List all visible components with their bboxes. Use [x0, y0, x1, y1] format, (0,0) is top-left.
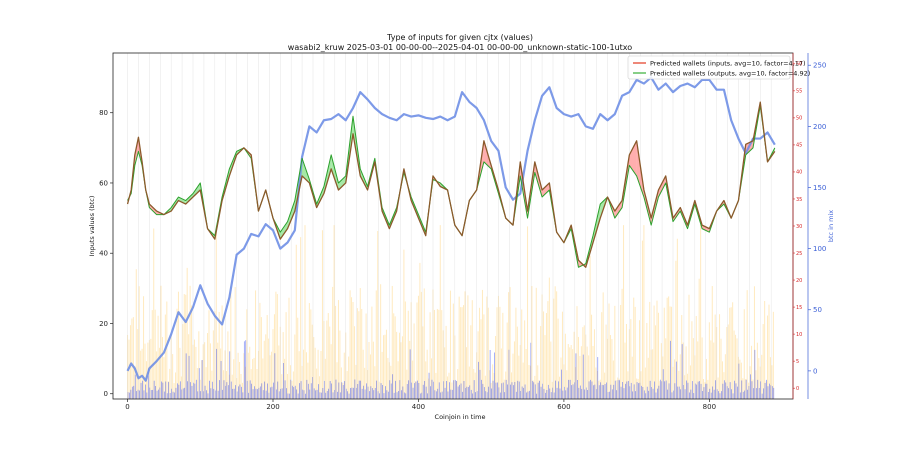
- legend-label-outputs: Predicted wallets (outputs, avg=10, fact…: [650, 70, 810, 78]
- x-tick-label: 0: [125, 403, 129, 411]
- inputs-excess-fill: [614, 200, 623, 219]
- inputs-excess-fill: [658, 175, 666, 198]
- y2-axis-label: btc in mix: [827, 210, 835, 242]
- inputs-excess-fill: [702, 225, 710, 233]
- y-axis-ticks: 0 20 40 60 80: [99, 109, 113, 398]
- y-tick-label: 20: [99, 320, 108, 328]
- inputs-line: [126, 101, 776, 268]
- y-tick-label: 60: [99, 179, 108, 187]
- red-tick-label: 30: [796, 224, 802, 230]
- x-axis-ticks: 0 200 400 600 800: [125, 399, 716, 411]
- chart-title: Type of inputs for given cjtx (values): [386, 33, 533, 42]
- vertical-gridlines: [127, 53, 772, 399]
- btc-in-mix-tick-label: 150: [813, 184, 826, 192]
- series-lines-layer: [126, 76, 776, 382]
- legend-box: [627, 55, 791, 80]
- x-tick-label: 600: [557, 403, 570, 411]
- inputs-excess-fill: [542, 182, 550, 198]
- y-tick-label: 80: [99, 109, 108, 117]
- btc-in-mix-tick-label: 50: [813, 306, 822, 314]
- chart-subtitle: wasabi2_kruw 2025-03-01 00-00-00--2025-0…: [288, 43, 632, 52]
- btc-in-mix-tick-label: 250: [813, 62, 826, 70]
- red-tick-label: 10: [796, 332, 802, 338]
- red-tick-label: 20: [796, 278, 802, 284]
- x-axis-label: Coinjoin in time: [435, 413, 486, 421]
- red-tick-label: 35: [796, 197, 802, 203]
- y-tick-label: 40: [99, 250, 108, 258]
- outputs-excess-fill: [280, 221, 288, 240]
- legend: Predicted wallets (inputs, avg=10, facto…: [627, 55, 810, 80]
- x-tick-label: 400: [412, 403, 425, 411]
- x-tick-label: 200: [266, 403, 279, 411]
- legend-label-inputs: Predicted wallets (inputs, avg=10, facto…: [650, 60, 806, 68]
- x-tick-label: 800: [703, 403, 716, 411]
- red-tick-label: 25: [796, 251, 802, 257]
- red-tick-label: 60: [796, 62, 802, 68]
- outputs-excess-fill: [338, 175, 346, 190]
- red-tick-label: 40: [796, 170, 802, 176]
- btc-in-mix-axis-ticks: 0 50 100 150 200 250: [807, 53, 826, 399]
- red-tick-label: 5: [796, 359, 799, 365]
- y-axis-label: Inputs values (btc): [88, 196, 96, 257]
- outputs-excess-fill: [178, 197, 186, 205]
- red-tick-label: 55: [796, 89, 802, 95]
- btc-in-mix-tick-label: 200: [813, 123, 826, 131]
- outputs-excess-fill: [287, 200, 295, 229]
- red-tick-label: 0: [796, 386, 799, 392]
- btc-in-mix-tick-label: 0: [813, 367, 817, 375]
- red-tick-label: 50: [796, 116, 802, 122]
- btc-in-mix-tick-label: 100: [813, 245, 826, 253]
- red-tick-label: 15: [796, 305, 802, 311]
- red-axis-ticks: 0 5 10 15 20 25 30 35 40 45 50 55 60: [792, 53, 802, 399]
- red-tick-label: 45: [796, 143, 802, 149]
- btc-in-mix-line: [126, 76, 776, 382]
- y-tick-label: 0: [104, 390, 108, 398]
